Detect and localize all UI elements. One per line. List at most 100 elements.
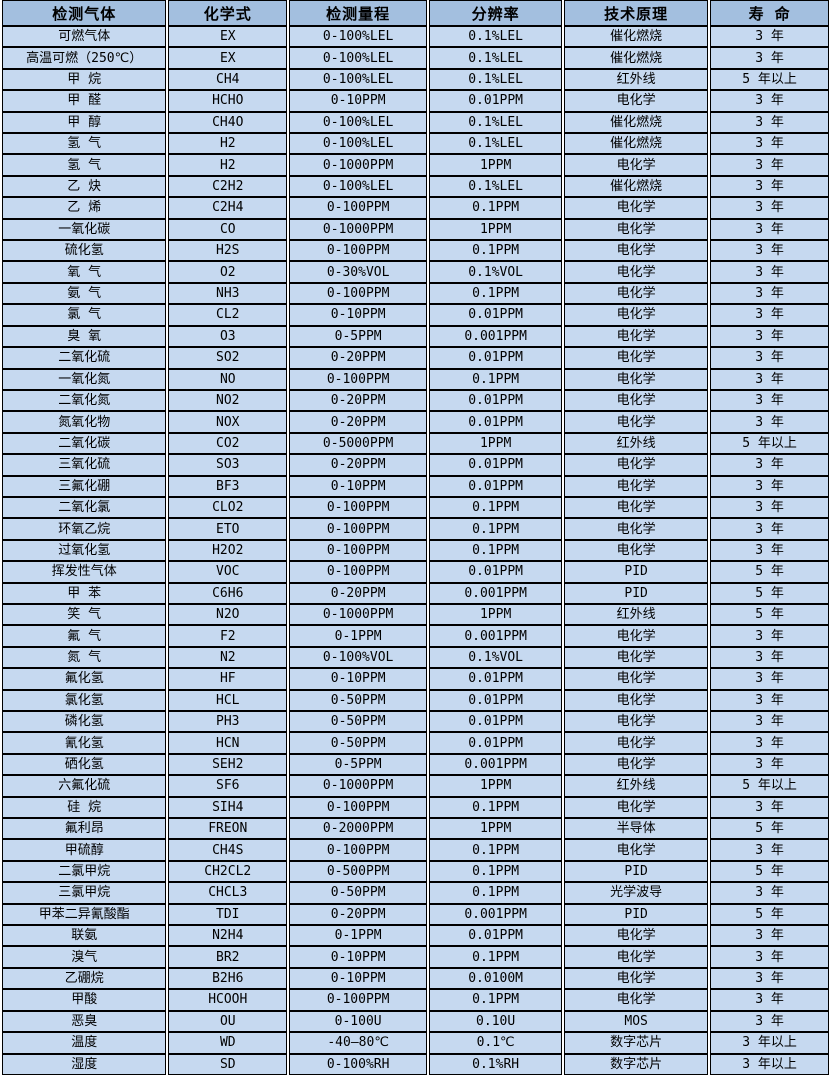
cell-range: 0-100PPM <box>289 282 428 305</box>
cell-formula: ETO <box>168 518 288 540</box>
cell-range: 0-10PPM <box>289 668 428 690</box>
cell-formula: EX <box>168 26 288 48</box>
cell-principle: 电化学 <box>564 304 709 326</box>
cell-lifespan: 3 年以上 <box>710 1032 829 1054</box>
cell-lifespan: 3 年 <box>710 282 829 305</box>
cell-resolution: 0.01PPM <box>429 411 563 433</box>
cell-principle: 电化学 <box>564 989 709 1011</box>
cell-principle: PID <box>564 860 709 883</box>
cell-range: 0-100%LEL <box>289 175 428 198</box>
table-row: 笑 气 N2O 0-1000PPM 1PPM 红外线 5 年 <box>2 603 829 626</box>
cell-formula: CO2 <box>168 432 288 455</box>
cell-lifespan: 3 年 <box>710 368 829 390</box>
cell-lifespan: 3 年 <box>710 325 829 348</box>
cell-principle: 催化燃烧 <box>564 175 709 198</box>
cell-range: 0-100%LEL <box>289 26 428 48</box>
cell-resolution: 1PPM <box>429 218 563 241</box>
cell-principle: 电化学 <box>564 689 709 711</box>
cell-range: 0-100U <box>289 1010 428 1033</box>
cell-principle: PID <box>564 903 709 926</box>
cell-principle: 电化学 <box>564 347 709 369</box>
table-row: 可燃气体 EX 0-100%LEL 0.1%LEL 催化燃烧 3 年 <box>2 26 829 48</box>
cell-formula: HCL <box>168 689 288 711</box>
table-row: 甲苯二异氰酸酯 TDI 0-20PPM 0.001PPM PID 5 年 <box>2 903 829 926</box>
cell-resolution: 0.1PPM <box>429 946 563 968</box>
cell-gas: 氟 气 <box>2 625 167 647</box>
cell-lifespan: 5 年以上 <box>710 68 829 91</box>
cell-gas: 三氧化硫 <box>2 454 167 476</box>
cell-gas: 氮 气 <box>2 646 167 669</box>
cell-principle: 电化学 <box>564 925 709 947</box>
cell-range: 0-5000PPM <box>289 432 428 455</box>
cell-formula: CLO2 <box>168 496 288 519</box>
cell-formula: SO3 <box>168 454 288 476</box>
cell-range: 0-100PPM <box>289 240 428 262</box>
cell-resolution: 0.01PPM <box>429 668 563 690</box>
cell-lifespan: 3 年 <box>710 732 829 754</box>
cell-principle: 电化学 <box>564 454 709 476</box>
cell-resolution: 0.1PPM <box>429 518 563 540</box>
cell-range: 0-100%LEL <box>289 47 428 69</box>
cell-gas: 六氟化硫 <box>2 775 167 797</box>
header-principle: 技术原理 <box>564 0 709 26</box>
cell-range: 0-10PPM <box>289 967 428 990</box>
table-row: 一氧化氮 NO 0-100PPM 0.1PPM 电化学 3 年 <box>2 368 829 390</box>
cell-resolution: 1PPM <box>429 603 563 626</box>
cell-lifespan: 3 年 <box>710 689 829 711</box>
cell-lifespan: 3 年 <box>710 625 829 647</box>
cell-lifespan: 3 年 <box>710 218 829 241</box>
cell-range: 0-100PPM <box>289 839 428 861</box>
cell-lifespan: 3 年以上 <box>710 1053 829 1075</box>
table-row: 甲酸 HCOOH 0-100PPM 0.1PPM 电化学 3 年 <box>2 989 829 1011</box>
table-row: 挥发性气体 VOC 0-100PPM 0.01PPM PID 5 年 <box>2 561 829 583</box>
cell-resolution: 0.001PPM <box>429 903 563 926</box>
cell-principle: 电化学 <box>564 496 709 519</box>
cell-gas: 甲 烷 <box>2 68 167 91</box>
cell-principle: 数字芯片 <box>564 1053 709 1075</box>
cell-resolution: 0.001PPM <box>429 325 563 348</box>
cell-range: 0-50PPM <box>289 882 428 904</box>
header-range: 检测量程 <box>289 0 428 26</box>
cell-lifespan: 5 年以上 <box>710 775 829 797</box>
table-row: 氰化氢 HCN 0-50PPM 0.01PPM 电化学 3 年 <box>2 732 829 754</box>
cell-lifespan: 3 年 <box>710 796 829 819</box>
cell-range: 0-50PPM <box>289 689 428 711</box>
cell-formula: CHCL3 <box>168 882 288 904</box>
cell-gas: 三氯甲烷 <box>2 882 167 904</box>
cell-principle: 电化学 <box>564 732 709 754</box>
cell-principle: 电化学 <box>564 261 709 283</box>
cell-principle: 电化学 <box>564 518 709 540</box>
table-row: 二氧化碳 CO2 0-5000PPM 1PPM 红外线 5 年以上 <box>2 432 829 455</box>
cell-gas: 二氧化碳 <box>2 432 167 455</box>
cell-range: 0-2000PPM <box>289 818 428 840</box>
cell-formula: CH4 <box>168 68 288 91</box>
cell-lifespan: 3 年 <box>710 539 829 562</box>
cell-gas: 氟化氢 <box>2 668 167 690</box>
cell-resolution: 0.01PPM <box>429 475 563 497</box>
cell-formula: C2H4 <box>168 197 288 219</box>
cell-principle: 电化学 <box>564 539 709 562</box>
cell-gas: 联氨 <box>2 925 167 947</box>
cell-lifespan: 3 年 <box>710 646 829 669</box>
cell-formula: H2O2 <box>168 539 288 562</box>
cell-range: 0-10PPM <box>289 475 428 497</box>
cell-lifespan: 5 年 <box>710 818 829 840</box>
table-row: 乙 炔 C2H2 0-100%LEL 0.1%LEL 催化燃烧 3 年 <box>2 175 829 198</box>
cell-lifespan: 5 年 <box>710 903 829 926</box>
cell-formula: VOC <box>168 561 288 583</box>
cell-resolution: 0.01PPM <box>429 90 563 112</box>
cell-lifespan: 3 年 <box>710 1010 829 1033</box>
cell-resolution: 0.001PPM <box>429 625 563 647</box>
cell-lifespan: 3 年 <box>710 946 829 968</box>
cell-principle: 催化燃烧 <box>564 111 709 134</box>
cell-formula: N2H4 <box>168 925 288 947</box>
cell-resolution: 0.1PPM <box>429 368 563 390</box>
cell-range: 0-20PPM <box>289 411 428 433</box>
cell-range: 0-100PPM <box>289 197 428 219</box>
cell-gas: 氰化氢 <box>2 732 167 754</box>
table-row: 臭 氧 O3 0-5PPM 0.001PPM 电化学 3 年 <box>2 325 829 348</box>
table-row: 甲 苯 C6H6 0-20PPM 0.001PPM PID 5 年 <box>2 582 829 604</box>
cell-formula: H2S <box>168 240 288 262</box>
cell-formula: O2 <box>168 261 288 283</box>
